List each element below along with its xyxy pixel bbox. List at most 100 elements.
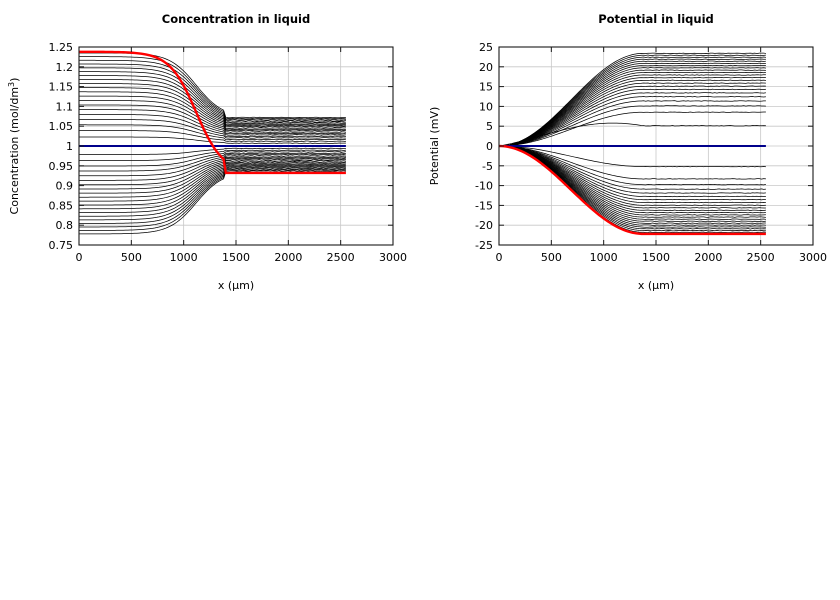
data-curve — [499, 88, 766, 147]
data-curve — [499, 145, 766, 216]
data-curve — [79, 71, 346, 124]
data-curve — [499, 145, 766, 201]
y-tick-label: -5 — [482, 160, 493, 173]
x-tick-label: 3000 — [799, 251, 827, 264]
x-tick-label: 500 — [541, 251, 562, 264]
data-curve — [499, 145, 766, 168]
data-curve — [499, 145, 766, 198]
data-curve — [499, 105, 766, 147]
y-tick-label: 1 — [66, 140, 73, 153]
data-curve — [499, 85, 766, 147]
data-curve — [79, 161, 346, 202]
data-curve — [499, 145, 766, 218]
y-tick-label: -25 — [475, 239, 493, 252]
data-curve — [79, 164, 346, 213]
x-tick-label: 1500 — [642, 251, 670, 264]
x-tick-label: 1000 — [590, 251, 618, 264]
data-curve — [499, 145, 766, 190]
data-curve — [79, 154, 346, 177]
data-curve — [499, 52, 766, 147]
x-tick-label: 2000 — [274, 251, 302, 264]
data-curve — [79, 109, 346, 136]
data-curve — [499, 111, 766, 147]
data-curve — [499, 71, 766, 147]
data-curve — [79, 155, 346, 181]
data-curve — [79, 151, 346, 167]
data-curve — [499, 67, 766, 147]
data-curve — [79, 167, 346, 224]
data-curve — [79, 56, 346, 120]
data-curve — [499, 82, 766, 147]
data-curve — [79, 130, 346, 142]
x-tick-label: 1500 — [222, 251, 250, 264]
data-curve — [79, 152, 346, 172]
data-curve — [499, 145, 766, 214]
data-curve — [499, 145, 766, 211]
y-tick-label: 0 — [486, 140, 493, 153]
x-tick-label: 2500 — [327, 251, 355, 264]
data-curve — [79, 104, 346, 135]
data-curve — [79, 163, 346, 210]
data-curve — [79, 160, 346, 198]
y-tick-label: 20 — [479, 61, 493, 74]
data-curve — [79, 166, 346, 221]
data-curve — [79, 165, 346, 217]
data-curve — [79, 67, 346, 123]
x-axis-label: x (µm) — [218, 279, 254, 292]
panel-concentration-in-liquid: Concentration in liquid 0 500 1000 1500 2000 2… — [0, 0, 420, 300]
data-curve — [79, 87, 346, 129]
data-curve — [79, 149, 346, 161]
y-tick-label: 0.9 — [56, 180, 74, 193]
data-curve — [79, 170, 346, 231]
x-tick-label: 2500 — [747, 251, 775, 264]
y-tick-label: 0.8 — [56, 219, 74, 232]
data-curve — [79, 171, 346, 235]
data-curve — [79, 59, 346, 121]
data-curve — [499, 69, 766, 147]
data-curve — [79, 169, 346, 228]
data-layer — [79, 50, 346, 235]
data-curve — [499, 145, 766, 186]
data-curve — [79, 100, 346, 133]
chart-title: Potential in liquid — [598, 12, 714, 26]
data-curve — [499, 64, 766, 147]
data-curve — [499, 145, 766, 204]
y-axis-label: Concentration (mol/dm3) — [7, 78, 22, 215]
data-curve — [79, 119, 346, 139]
y-tick-label: 15 — [479, 81, 493, 94]
data-curve — [79, 162, 346, 206]
panel-concentration-in-solid-cathode: Concentration in solid in the middle of … — [420, 300, 840, 600]
data-curve — [499, 76, 766, 147]
data-curve — [79, 91, 346, 131]
data-curve — [79, 63, 346, 122]
data-curve — [499, 145, 766, 209]
data-curve-extreme — [79, 50, 346, 175]
data-curve — [79, 159, 346, 194]
data-curve — [499, 79, 766, 147]
data-curve — [79, 75, 346, 126]
x-tick-label: 500 — [121, 251, 142, 264]
x-tick-label: 0 — [76, 251, 83, 264]
x-tick-label: 1000 — [170, 251, 198, 264]
chart-title: Concentration in liquid — [162, 12, 310, 26]
data-curve — [79, 157, 346, 190]
y-tick-label: -15 — [475, 199, 493, 212]
y-tick-label: -20 — [475, 219, 493, 232]
data-curve — [79, 136, 346, 144]
data-curve — [79, 83, 346, 128]
y-tick-label: 1.1 — [56, 100, 74, 113]
data-curve — [499, 96, 766, 147]
y-tick-label: 0.85 — [49, 199, 74, 212]
data-curve — [499, 145, 766, 206]
panel-potential-in-liquid: Potential in liquid 0 500 1000 1500 2000 2500 3… — [420, 0, 840, 300]
y-tick-label: 1.15 — [49, 81, 74, 94]
y-tick-label: 10 — [479, 100, 493, 113]
x-axis-label: x (µm) — [638, 279, 674, 292]
data-curve-extreme — [499, 144, 766, 236]
panel-concentration-in-solid-anode: Concentration in solid in the middle of … — [0, 300, 420, 600]
data-curve — [79, 147, 346, 155]
y-tick-label: 1.25 — [49, 41, 74, 54]
y-tick-label: 1.05 — [49, 120, 74, 133]
data-curve — [79, 114, 346, 138]
